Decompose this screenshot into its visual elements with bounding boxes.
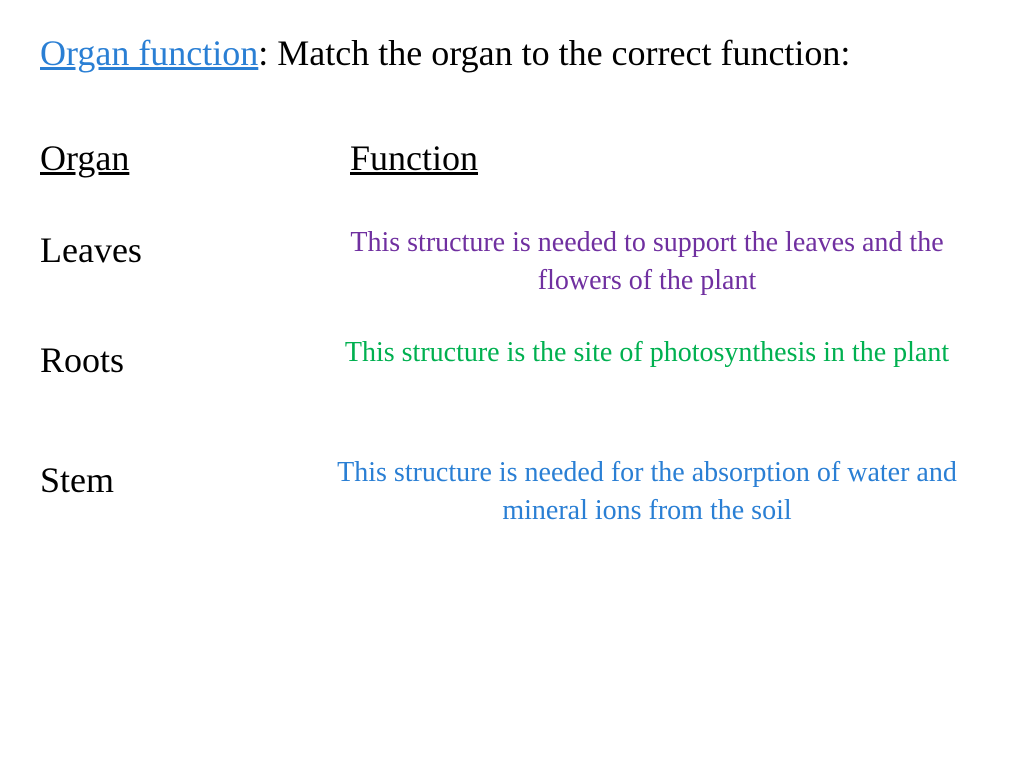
header-function: Function	[350, 137, 478, 179]
page-title: Organ function: Match the organ to the c…	[40, 30, 984, 77]
organ-item: Stem	[40, 459, 114, 501]
organ-item: Roots	[40, 339, 124, 381]
organ-item: Leaves	[40, 229, 142, 271]
title-rest: : Match the organ to the correct functio…	[258, 33, 850, 73]
header-organ: Organ	[40, 137, 350, 179]
title-highlight: Organ function	[40, 33, 258, 73]
column-headers: Organ Function	[40, 137, 984, 179]
content-area: Leaves Roots Stem This structure is need…	[40, 229, 984, 649]
function-item: This structure is the site of photosynth…	[310, 334, 984, 372]
function-item: This structure is needed for the absorpt…	[310, 454, 984, 530]
function-item: This structure is needed to support the …	[310, 224, 984, 300]
